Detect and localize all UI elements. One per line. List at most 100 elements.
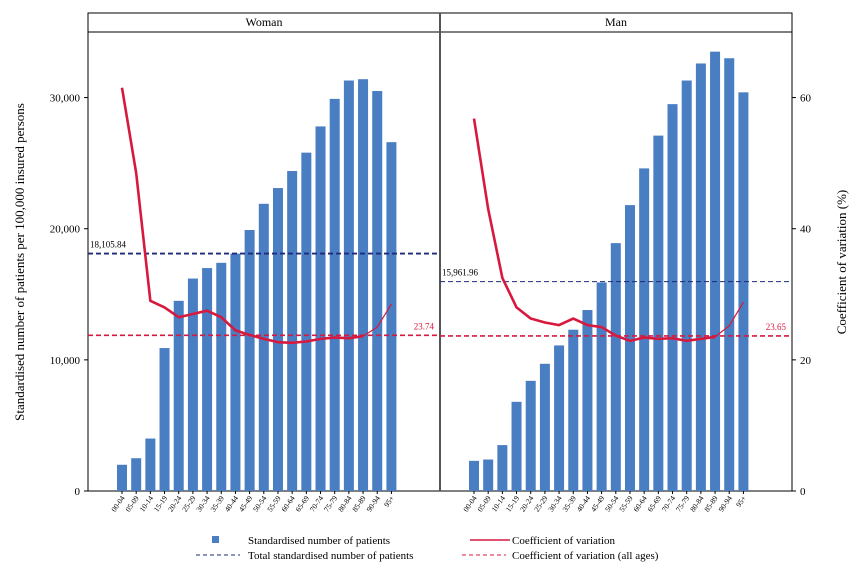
- x-tick-label: 25-29: [180, 494, 198, 514]
- bar-woman: [287, 171, 298, 492]
- legend-label: Total standardised number of patients: [248, 550, 413, 562]
- bar-man: [497, 445, 508, 491]
- bar-man: [539, 363, 550, 491]
- bar-man: [511, 401, 522, 491]
- bar-woman: [343, 80, 354, 491]
- bar-man: [554, 345, 565, 491]
- y2-ticks: 0 20 40 60: [792, 93, 812, 498]
- x-tick-label: 45-49: [237, 494, 255, 514]
- bar-woman: [230, 253, 241, 491]
- x-tick-label: 60-64: [279, 494, 297, 514]
- x-tick-label: 50-54: [603, 494, 621, 514]
- x-tick-label: 30-34: [546, 494, 564, 514]
- bar-man: [525, 380, 536, 491]
- bar-man: [624, 205, 635, 491]
- x-tick-label: 70-74: [308, 494, 326, 514]
- x-tick-label: 55-59: [617, 494, 635, 514]
- legend: Standardised number of patients Coefficie…: [196, 535, 659, 562]
- bar-man: [610, 243, 621, 491]
- bar-man: [653, 135, 664, 492]
- plot-frames: [87, 12, 793, 492]
- x-tick-label: 85-89: [350, 494, 368, 514]
- x-tick-label: 55-59: [265, 494, 283, 514]
- bar-woman: [301, 152, 312, 491]
- x-tick-label: 90-94: [716, 494, 734, 514]
- x-tick-label: 20-24: [166, 494, 184, 514]
- bar-man: [582, 310, 593, 491]
- cv-all-ages-label: 23.74: [414, 321, 435, 331]
- y-tick-label: 30,000: [50, 93, 81, 105]
- cv-all-ages-label: 23.65: [766, 322, 787, 332]
- x-tick-label: 95+: [734, 494, 748, 509]
- x-tick-label: 75-79: [322, 494, 340, 514]
- x-tick-label: 20-24: [518, 494, 536, 514]
- cv-line: [472, 118, 716, 343]
- bar-woman: [386, 142, 397, 491]
- x-tick-label: 45-49: [589, 494, 607, 514]
- x-tick-label: 80-84: [688, 494, 706, 514]
- x-tick-label: 40-44: [575, 494, 593, 514]
- y-tick-label: 10,000: [50, 355, 81, 367]
- x-tick-label: 35-39: [208, 494, 226, 514]
- bar-man: [695, 63, 706, 492]
- bar-woman: [216, 262, 227, 491]
- bar-man: [681, 80, 692, 491]
- x-tick-label: 95+: [382, 494, 396, 509]
- bar-woman: [272, 188, 283, 491]
- x-tick-label: 05-09: [123, 494, 141, 514]
- bar-woman: [358, 79, 369, 491]
- y2-tick-label: 20: [800, 355, 812, 367]
- bar-man: [639, 168, 650, 492]
- panel-title-man: Man: [605, 15, 627, 29]
- bar-man: [469, 460, 479, 491]
- x-tick-label: 25-29: [532, 494, 550, 514]
- x-tick-label: 00-04: [461, 494, 479, 514]
- legend-label: Coefficient of variation (all ages): [512, 550, 659, 562]
- legend-bar-marker: [212, 536, 219, 543]
- x-tick-label: 05-09: [475, 494, 493, 514]
- total-patients-label: 18,105.84: [90, 240, 127, 250]
- x-tick-label: 50-54: [251, 494, 269, 514]
- x-tick-label: 85-89: [702, 494, 720, 514]
- x-tick-label: 35-39: [560, 494, 578, 514]
- bar-woman: [145, 438, 156, 491]
- x-tick-label: 00-04: [109, 494, 127, 514]
- y2-tick-label: 40: [800, 224, 812, 236]
- bar-man: [596, 282, 607, 491]
- cv-line-tail: [362, 303, 392, 337]
- bar-woman: [187, 278, 198, 491]
- y-ticks: 0 10,000 20,000 30,000: [50, 93, 88, 498]
- x-tick-label: 70-74: [660, 494, 678, 514]
- bar-woman: [159, 348, 170, 491]
- panel-title-woman: Woman: [245, 15, 282, 29]
- y-tick-label: 0: [75, 486, 81, 498]
- x-tick-label: 30-34: [194, 494, 212, 514]
- x-tick-label: 65-69: [294, 494, 312, 514]
- bar-man: [724, 58, 735, 491]
- y2-axis-title: Coefficient of variation (%): [834, 190, 849, 335]
- x-tick-label: 90-94: [364, 494, 382, 514]
- bar-man: [483, 459, 494, 491]
- y-axis-title: Standardised number of patients per 100,…: [12, 103, 27, 421]
- bar-woman: [372, 91, 383, 491]
- cv-line: [120, 87, 364, 345]
- bar-woman: [173, 300, 184, 491]
- panel-man: 00-0405-0910-1415-1920-2425-2930-3435-39…: [440, 51, 792, 514]
- y2-tick-label: 60: [800, 93, 812, 105]
- bar-woman: [329, 98, 340, 491]
- legend-label: Standardised number of patients: [248, 535, 390, 547]
- bar-woman: [117, 464, 127, 491]
- legend-label: Coefficient of variation: [512, 535, 616, 547]
- bar-woman: [315, 126, 326, 492]
- bar-man: [710, 51, 721, 492]
- x-tick-label: 75-79: [674, 494, 692, 514]
- x-tick-label: 10-14: [490, 494, 508, 514]
- x-tick-label: 65-69: [646, 494, 664, 514]
- x-tick-label: 60-64: [631, 494, 649, 514]
- x-tick-label: 40-44: [223, 494, 241, 514]
- x-tick-label: 80-84: [336, 494, 354, 514]
- x-tick-label: 15-19: [504, 494, 522, 514]
- bar-woman: [202, 268, 213, 491]
- bar-man: [667, 104, 678, 491]
